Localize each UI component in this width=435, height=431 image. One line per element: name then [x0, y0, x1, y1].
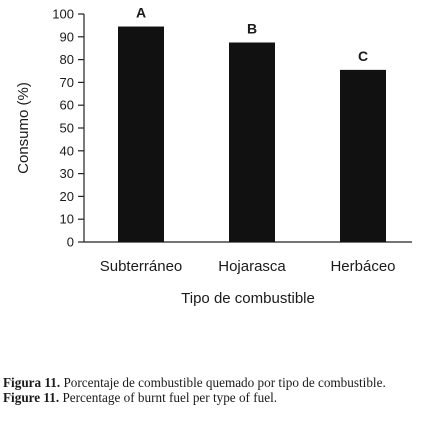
bar-significance-letter: A	[136, 5, 146, 21]
y-tick-label: 90	[60, 29, 74, 44]
y-tick-label: 60	[60, 98, 74, 113]
y-tick-label: 20	[60, 189, 74, 204]
x-tick-label: Hojarasca	[218, 258, 286, 275]
y-tick-label: 40	[60, 143, 74, 158]
x-tick-label: Herbáceo	[330, 258, 395, 275]
y-axis-title: Consumo (%)	[15, 82, 32, 174]
y-axis-ticks: 0 10 20 30 40 50 60 70 80 90 100	[52, 7, 84, 250]
y-tick-label: 100	[52, 7, 74, 22]
y-tick-label: 70	[60, 75, 74, 90]
bar-chart: 0 10 20 30 40 50 60 70 80 90 100 A B C Subterráneo Ho…	[15, 5, 412, 307]
figure-captions: Figura 11. Porcentaje de combustible que…	[3, 375, 431, 405]
caption-spanish: Figura 11. Porcentaje de combustible que…	[3, 375, 431, 390]
bar-significance-letter: C	[358, 48, 368, 64]
y-tick-label: 0	[67, 235, 74, 250]
bar	[340, 69, 386, 242]
caption-english-label: Figure 11.	[3, 390, 60, 405]
y-tick-label: 10	[60, 212, 74, 227]
caption-english: Figure 11. Percentage of burnt fuel per …	[3, 390, 431, 405]
caption-english-text: Percentage of burnt fuel per type of fue…	[62, 390, 278, 405]
y-tick-label: 50	[60, 121, 74, 136]
bars: A B C	[118, 5, 386, 242]
x-axis-tick-labels: Subterráneo Hojarasca Herbáceo	[100, 258, 396, 275]
caption-spanish-text: Porcentaje de combustible quemado por ti…	[63, 375, 386, 390]
x-axis-title: Tipo de combustible	[181, 290, 315, 307]
bar	[229, 42, 275, 242]
caption-spanish-label: Figura 11.	[3, 375, 61, 390]
bar-significance-letter: B	[247, 21, 257, 37]
x-tick-label: Subterráneo	[100, 258, 183, 275]
y-tick-label: 80	[60, 52, 74, 67]
bar	[118, 26, 164, 242]
y-tick-label: 30	[60, 166, 74, 181]
